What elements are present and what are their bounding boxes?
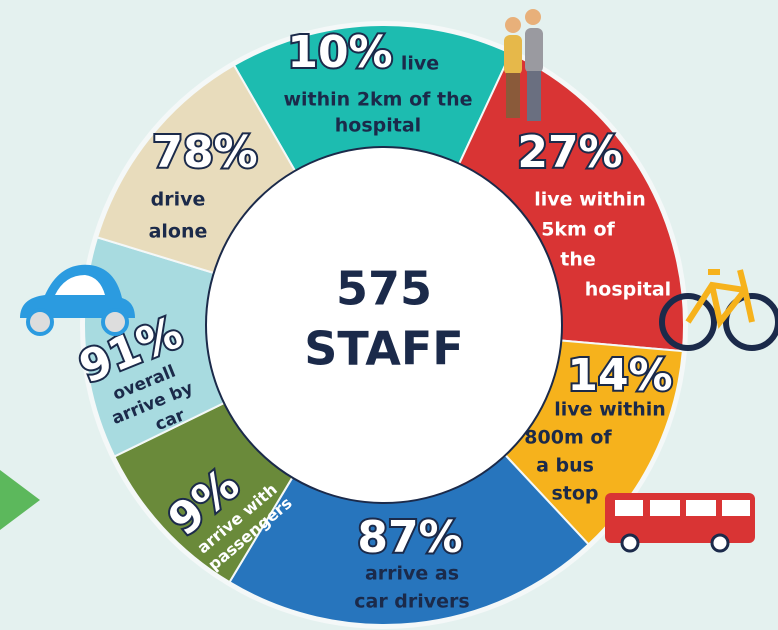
label: drive — [151, 189, 206, 211]
percent: 27% — [517, 127, 622, 178]
center-text: 575 — [336, 262, 432, 316]
label: 5km of — [541, 219, 615, 241]
label: alone — [149, 221, 208, 243]
label: stop — [551, 483, 598, 505]
percent: 78% — [152, 127, 257, 178]
percent: 14% — [567, 350, 672, 401]
label: hospital — [585, 279, 671, 301]
label: live — [401, 53, 439, 75]
label: hospital — [335, 115, 421, 137]
label: 800m of — [524, 427, 612, 449]
label: a bus — [536, 455, 594, 477]
label: arrive as — [365, 563, 459, 585]
label: live within — [534, 189, 646, 211]
label: within 2km of the — [283, 89, 472, 111]
bus-icon — [605, 493, 755, 551]
percent: 10% — [287, 27, 392, 78]
center-text: STAFF — [304, 322, 463, 376]
infographic: 575 STAFF 10% live within 2km of the hos… — [0, 0, 778, 630]
label: the — [560, 249, 596, 271]
label: car drivers — [354, 591, 470, 613]
percent: 87% — [357, 512, 462, 563]
label: live within — [554, 399, 666, 421]
